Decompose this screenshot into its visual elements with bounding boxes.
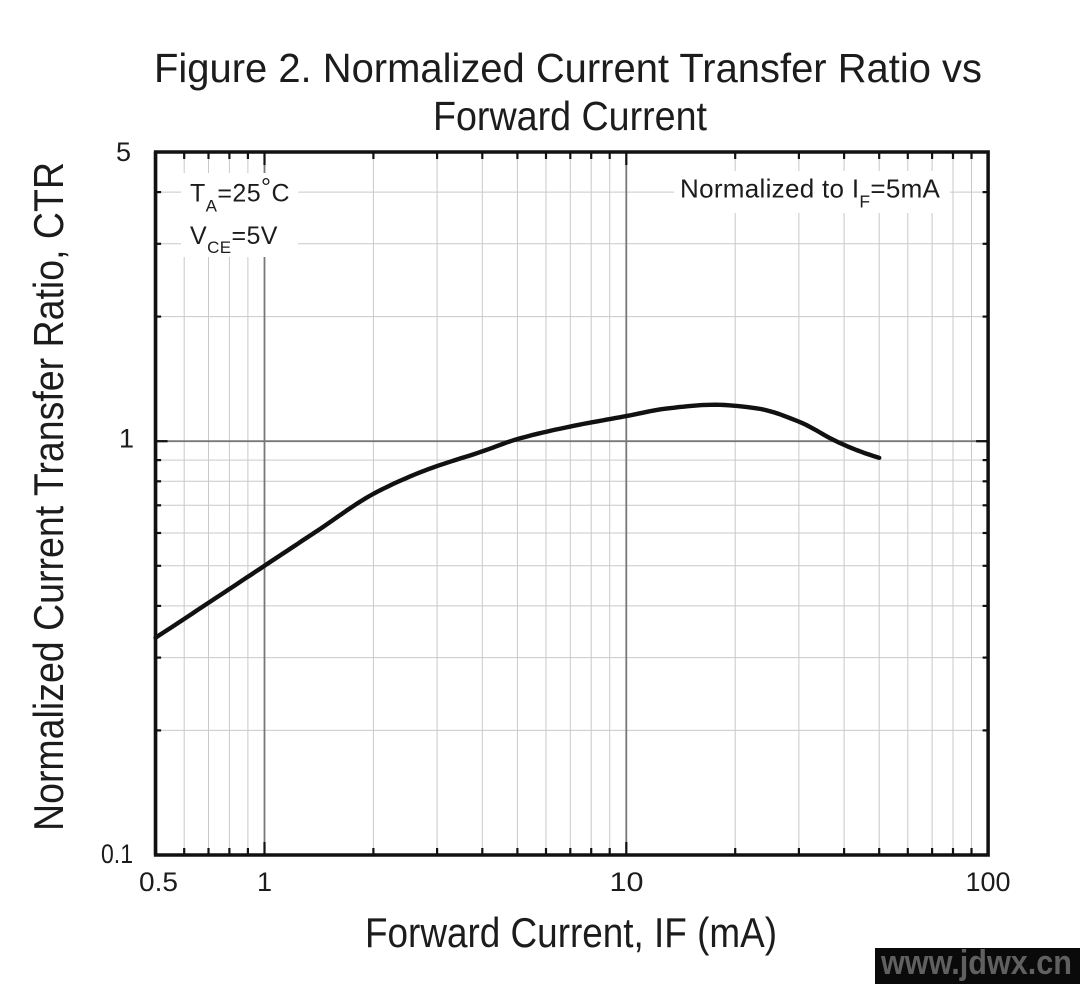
svg-text:1: 1	[119, 424, 134, 454]
svg-text:Forward Current, IF (mA): Forward Current, IF (mA)	[365, 909, 777, 956]
svg-text:Figure 2. Normalized Current T: Figure 2. Normalized Current Transfer Ra…	[154, 45, 982, 91]
svg-text:10: 10	[610, 867, 644, 897]
svg-text:0.1: 0.1	[101, 839, 133, 869]
svg-text:1: 1	[257, 867, 272, 897]
svg-text:www.jdwx.cn: www.jdwx.cn	[880, 944, 1072, 982]
svg-text:Normalized Current Transfer Ra: Normalized Current Transfer Ratio, CTR	[25, 162, 72, 831]
svg-text:5: 5	[116, 137, 131, 167]
svg-text:100: 100	[966, 867, 1011, 897]
svg-text:0.5: 0.5	[139, 867, 178, 897]
svg-text:Forward Current: Forward Current	[433, 93, 708, 139]
